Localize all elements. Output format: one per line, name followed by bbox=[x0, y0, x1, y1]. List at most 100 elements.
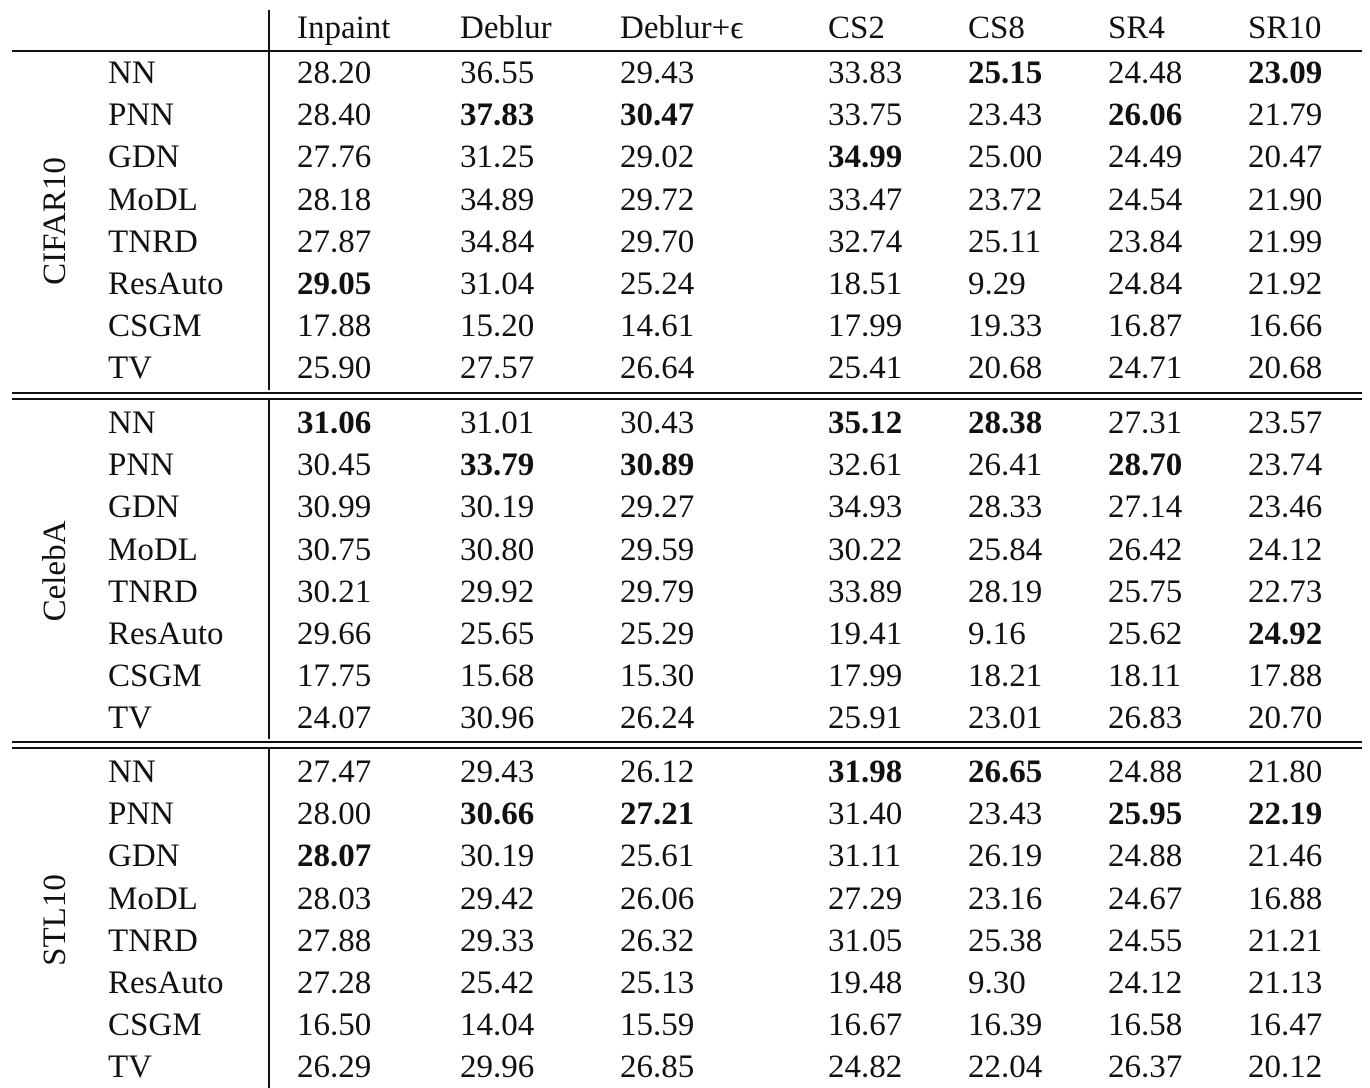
table-cell: 19.48 bbox=[828, 965, 903, 1001]
table-cell: 24.88 bbox=[1108, 838, 1183, 875]
table-cell: 28.33 bbox=[968, 489, 1043, 526]
method-name: GDN bbox=[108, 139, 180, 176]
table-cell: 36.55 bbox=[460, 55, 535, 91]
column-divider bbox=[268, 749, 270, 1088]
table-cell: 25.65 bbox=[460, 616, 535, 652]
table-cell: 27.88 bbox=[297, 922, 372, 959]
method-name: TV bbox=[108, 350, 152, 387]
table-cell: 28.07 bbox=[297, 838, 372, 875]
table-cell: 15.68 bbox=[460, 658, 535, 695]
table-cell: 33.75 bbox=[828, 97, 903, 134]
table-cell: 24.92 bbox=[1248, 616, 1323, 652]
column-header: Deblur bbox=[460, 10, 552, 46]
table-cell: 24.55 bbox=[1108, 922, 1183, 959]
header-rule bbox=[12, 50, 1362, 52]
table-cell: 34.84 bbox=[460, 223, 535, 260]
table-cell: 26.37 bbox=[1108, 1049, 1183, 1086]
column-header: SR10 bbox=[1248, 10, 1322, 46]
table-cell: 25.41 bbox=[828, 350, 903, 387]
table-cell: 9.16 bbox=[968, 616, 1026, 652]
table-cell: 30.80 bbox=[460, 531, 535, 568]
method-name: TV bbox=[108, 700, 152, 737]
table-cell: 20.47 bbox=[1248, 139, 1323, 176]
method-name: CSGM bbox=[108, 308, 202, 345]
table-cell: 26.12 bbox=[620, 754, 695, 790]
table-cell: 25.13 bbox=[620, 965, 695, 1001]
table-cell: 29.02 bbox=[620, 139, 695, 176]
table-cell: 29.96 bbox=[460, 1049, 535, 1086]
table-cell: 25.11 bbox=[968, 223, 1042, 260]
table-cell: 25.24 bbox=[620, 266, 695, 302]
table-cell: 17.88 bbox=[297, 308, 372, 345]
table-cell: 25.95 bbox=[1108, 796, 1183, 833]
table-cell: 31.06 bbox=[297, 405, 372, 441]
table-cell: 19.33 bbox=[968, 308, 1043, 345]
table-cell: 32.61 bbox=[828, 447, 903, 484]
column-header: Inpaint bbox=[297, 10, 391, 46]
table-cell: 22.73 bbox=[1248, 573, 1323, 610]
table-cell: 24.54 bbox=[1108, 181, 1183, 218]
table-cell: 28.19 bbox=[968, 573, 1043, 610]
table-cell: 27.29 bbox=[828, 880, 903, 917]
table-cell: 24.49 bbox=[1108, 139, 1183, 176]
method-name: NN bbox=[108, 754, 156, 790]
table-cell: 30.99 bbox=[297, 489, 372, 526]
table-cell: 23.84 bbox=[1108, 223, 1183, 260]
table-cell: 24.88 bbox=[1108, 754, 1183, 790]
table-cell: 29.70 bbox=[620, 223, 695, 260]
table-cell: 16.50 bbox=[297, 1007, 372, 1044]
table-cell: 16.39 bbox=[968, 1007, 1043, 1044]
table-cell: 34.93 bbox=[828, 489, 903, 526]
table-cell: 27.28 bbox=[297, 965, 372, 1001]
table-cell: 26.29 bbox=[297, 1049, 372, 1086]
table-cell: 23.57 bbox=[1248, 405, 1323, 441]
method-name: NN bbox=[108, 55, 156, 91]
table-cell: 29.05 bbox=[297, 266, 372, 302]
table-cell: 30.19 bbox=[460, 489, 535, 526]
table-cell: 21.92 bbox=[1248, 266, 1323, 302]
table-cell: 28.00 bbox=[297, 796, 372, 833]
table-cell: 30.22 bbox=[828, 531, 903, 568]
table-cell: 25.84 bbox=[968, 531, 1043, 568]
table-cell: 21.90 bbox=[1248, 181, 1323, 218]
method-name: ResAuto bbox=[108, 965, 224, 1001]
table-cell: 37.83 bbox=[460, 97, 535, 134]
table-cell: 29.79 bbox=[620, 573, 695, 610]
table-cell: 20.68 bbox=[968, 350, 1043, 387]
table-cell: 28.18 bbox=[297, 181, 372, 218]
method-name: PNN bbox=[108, 796, 175, 833]
method-name: GDN bbox=[108, 489, 180, 526]
column-header: CS2 bbox=[828, 10, 885, 46]
table-cell: 15.30 bbox=[620, 658, 695, 695]
table-cell: 18.11 bbox=[1108, 658, 1182, 695]
table-cell: 18.51 bbox=[828, 266, 903, 302]
table-cell: 30.43 bbox=[620, 405, 695, 441]
table-cell: 33.89 bbox=[828, 573, 903, 610]
table-cell: 22.19 bbox=[1248, 796, 1323, 833]
table-cell: 26.64 bbox=[620, 350, 695, 387]
table-cell: 34.99 bbox=[828, 139, 903, 176]
table-cell: 25.15 bbox=[968, 55, 1043, 91]
table-cell: 17.88 bbox=[1248, 658, 1323, 695]
table-cell: 34.89 bbox=[460, 181, 535, 218]
table-cell: 25.38 bbox=[968, 922, 1043, 959]
method-name: ResAuto bbox=[108, 266, 224, 302]
table-cell: 21.79 bbox=[1248, 97, 1323, 134]
table-cell: 27.76 bbox=[297, 139, 372, 176]
table-cell: 24.07 bbox=[297, 700, 372, 737]
table-cell: 31.01 bbox=[460, 405, 535, 441]
table-cell: 30.89 bbox=[620, 447, 695, 484]
method-name: CSGM bbox=[108, 658, 202, 695]
table-cell: 24.48 bbox=[1108, 55, 1183, 91]
table-cell: 15.20 bbox=[460, 308, 535, 345]
table-cell: 23.16 bbox=[968, 880, 1043, 917]
dataset-label: CelebA bbox=[37, 520, 73, 622]
method-name: PNN bbox=[108, 97, 175, 134]
table-cell: 30.75 bbox=[297, 531, 372, 568]
method-name: MoDL bbox=[108, 531, 198, 568]
column-divider bbox=[268, 10, 270, 390]
table-cell: 23.43 bbox=[968, 97, 1043, 134]
table-cell: 28.40 bbox=[297, 97, 372, 134]
method-name: GDN bbox=[108, 838, 180, 875]
